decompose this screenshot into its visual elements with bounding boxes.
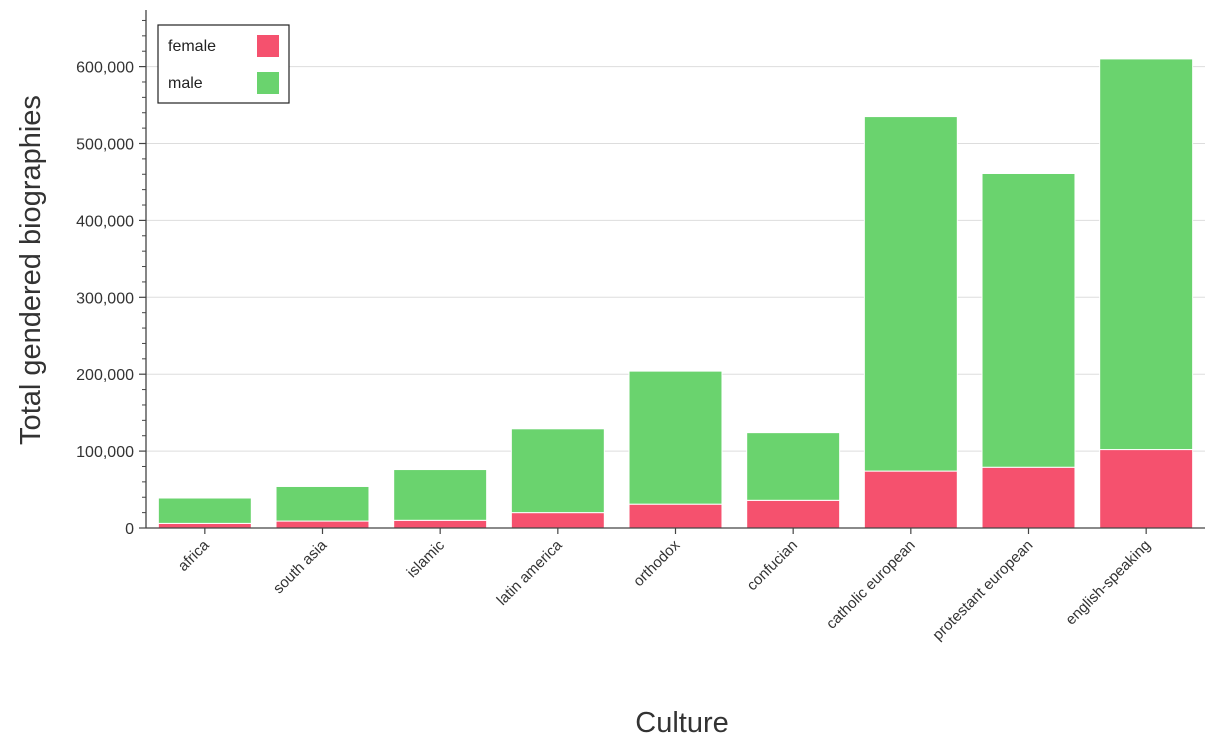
legend-label-female: female [168, 38, 216, 55]
y-tick-label: 100,000 [76, 444, 134, 461]
bar-male [510, 428, 605, 514]
x-tick-label: south asia [270, 536, 331, 597]
legend: female male [157, 24, 290, 104]
bar-male [746, 432, 841, 501]
x-tick-label: english-speaking [1062, 537, 1154, 629]
bar-male [393, 469, 488, 521]
x-tick-label: confucian [744, 537, 801, 594]
bar-female [1099, 449, 1194, 529]
x-tick-label: protestant european [929, 537, 1036, 644]
bar-male [1099, 58, 1194, 451]
bar-male [275, 485, 370, 522]
y-axis-title: Total gendered biographies [15, 95, 47, 445]
x-tick-label: islamic [404, 536, 449, 581]
y-tick-label: 400,000 [76, 213, 134, 230]
bar-female [393, 519, 488, 529]
bar-female [275, 520, 370, 529]
x-tick-label: africa [175, 536, 213, 574]
bars [157, 58, 1194, 529]
x-tick-label: latin america [494, 536, 567, 609]
bar-female [746, 499, 841, 529]
x-tick-label: catholic european [823, 537, 919, 633]
bar-female [157, 522, 252, 529]
bar-female [863, 470, 958, 529]
y-tick-label: 500,000 [76, 137, 134, 154]
x-tick-label: orthodox [630, 536, 684, 590]
bar-female [628, 503, 723, 529]
y-tick-label: 0 [125, 521, 134, 538]
y-axis-ticks: 0 100,000 200,000 300,000 400,000 500,000 600,… [76, 19, 146, 538]
y-tick-label: 600,000 [76, 60, 134, 77]
y-tick-label: 200,000 [76, 367, 134, 384]
bar-male [863, 116, 958, 472]
bar-female [510, 512, 605, 529]
x-axis-ticks: africa south asia islamic latin america orth… [175, 528, 1154, 644]
bar-male [157, 497, 252, 524]
bar-female [981, 466, 1076, 529]
legend-swatch-male [257, 72, 279, 94]
legend-label-male: male [168, 75, 203, 92]
bar-male [628, 370, 723, 505]
y-tick-label: 300,000 [76, 290, 134, 307]
bar-male [981, 172, 1076, 468]
x-axis-title: Culture [635, 707, 729, 737]
legend-swatch-female [257, 35, 279, 57]
